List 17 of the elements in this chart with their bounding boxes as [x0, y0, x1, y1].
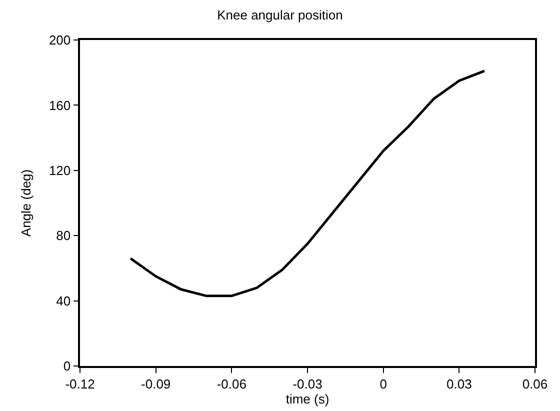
- x-tick-label: 0: [380, 376, 387, 392]
- y-tick-label: 0: [63, 358, 71, 374]
- y-axis-title: Angle (deg): [18, 169, 34, 237]
- x-tick-label: -0.06: [216, 376, 246, 392]
- y-tick-label: 160: [48, 98, 71, 113]
- y-tick-label: 40: [56, 293, 71, 308]
- x-tick-label: 0.06: [522, 376, 548, 392]
- x-tick-label: 0.03: [446, 376, 472, 392]
- chart-title: Knee angular position: [217, 7, 343, 22]
- y-tick-label: 80: [56, 228, 71, 244]
- x-tick-label: -0.12: [65, 376, 95, 392]
- x-axis-title: time (s): [286, 391, 330, 406]
- y-tick-label: 200: [48, 32, 71, 48]
- line-series: [129, 70, 486, 298]
- x-tick-label: -0.03: [292, 376, 322, 392]
- y-tick-label: 120: [48, 162, 71, 178]
- x-tick-label: -0.09: [141, 376, 171, 392]
